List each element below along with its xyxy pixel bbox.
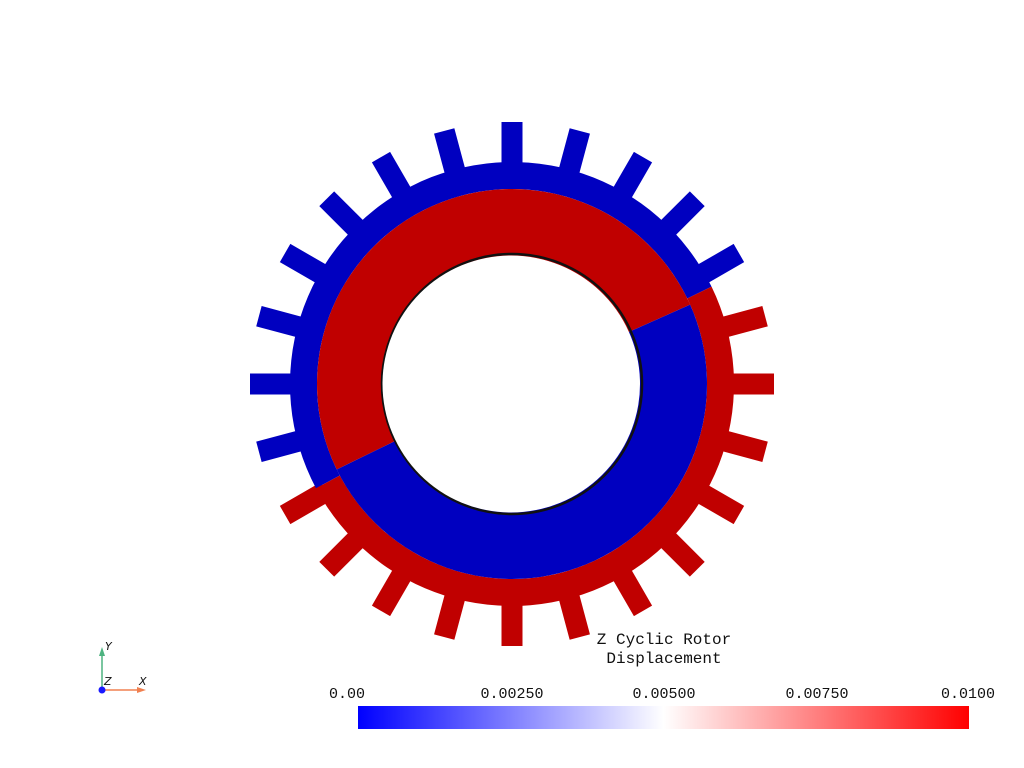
z-axis-label: Z (104, 675, 112, 688)
rotor-tooth (250, 373, 297, 395)
rotor-tooth (501, 599, 523, 646)
scalar-bar-gradient[interactable] (358, 706, 969, 729)
scalar-bar-title-line2: Displacement (606, 650, 722, 668)
x-axis-arrow (137, 687, 146, 693)
rotor-tooth (557, 128, 590, 180)
inner-ring-high-region (316, 188, 691, 470)
inner-ring-low-region (336, 304, 707, 579)
rotor-tooth (557, 588, 590, 640)
rotor-tooth (434, 128, 467, 180)
rotor-tooth (716, 306, 768, 339)
scalar-bar-tick-label: 0.00500 (632, 686, 696, 703)
rotor-tooth (501, 122, 523, 169)
scalar-bar-tick-label: 0.00750 (785, 686, 849, 703)
y-axis-label: Y (105, 640, 112, 653)
rotor-tooth (610, 151, 653, 204)
z-axis-origin (98, 686, 106, 694)
rotor-tooth (256, 429, 308, 462)
scalar-bar-tick-label: 0.00250 (480, 686, 544, 703)
orientation-axes (98, 647, 146, 694)
bore-edge (380, 252, 644, 516)
rotor-tooth (371, 151, 414, 204)
scalar-bar-tick-label: 0.0100 (940, 686, 996, 703)
rotor-tooth (279, 482, 332, 525)
rotor-tooth (716, 429, 768, 462)
rotor-tooth (692, 243, 745, 286)
rotor-tooth (434, 588, 467, 640)
scalar-bar-tick-label: 0.00 (328, 686, 366, 703)
x-axis-label: X (139, 675, 147, 688)
rotor-tooth (692, 482, 745, 525)
rotor-mesh (250, 122, 774, 646)
rotor-tooth (727, 373, 774, 395)
rotor-tooth (610, 564, 653, 617)
rotor-tooth (256, 306, 308, 339)
rotor-tooth (371, 564, 414, 617)
scalar-bar-title-line1: Z Cyclic Rotor (596, 631, 732, 649)
rotor-tooth (279, 243, 332, 286)
bore-hole (382, 255, 640, 513)
y-axis-arrow (99, 647, 105, 656)
